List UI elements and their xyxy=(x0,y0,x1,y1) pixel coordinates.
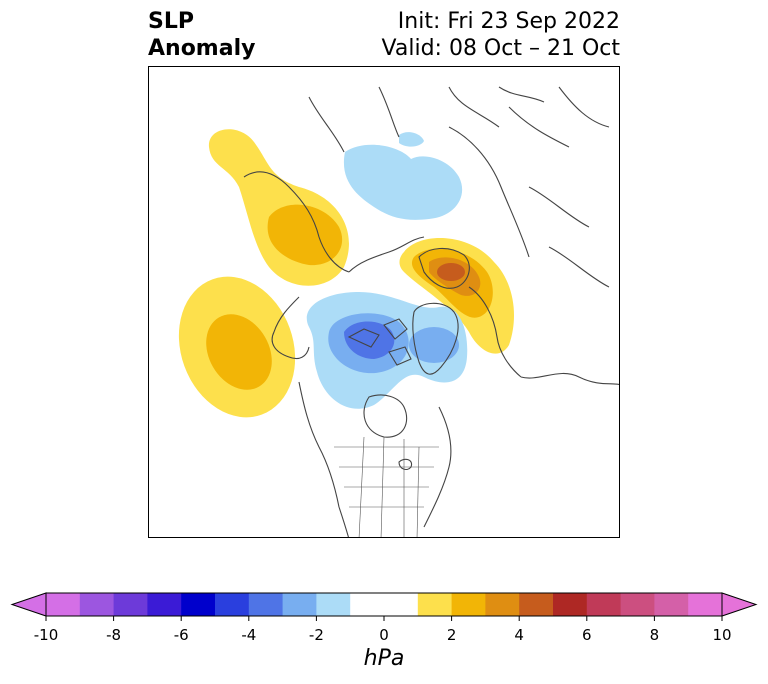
colorbar-bin xyxy=(316,593,351,616)
map-title: SLP Anomaly xyxy=(148,8,255,62)
colorbar-bin xyxy=(688,593,723,616)
colorbar-bin xyxy=(113,593,148,616)
colorbar-tick-label: -6 xyxy=(174,626,189,644)
colorbar-bin xyxy=(485,593,520,616)
colorbar-tick-label: 4 xyxy=(514,626,524,644)
negative-anomaly-central-siberia xyxy=(343,132,463,220)
forecast-dates: Init: Fri 23 Sep 2022 Valid: 08 Oct – 21… xyxy=(382,8,620,62)
colorbar-bin xyxy=(350,593,419,616)
colorbar-tick-label: 10 xyxy=(712,626,731,644)
valid-period: Valid: 08 Oct – 21 Oct xyxy=(381,36,620,61)
colorbar-tick-label: 6 xyxy=(582,626,592,644)
colorbar-bin xyxy=(282,593,317,616)
colorbar-bin xyxy=(215,593,250,616)
title-line-2: Anomaly xyxy=(148,36,256,61)
colorbar-bin xyxy=(147,593,182,616)
positive-anomaly-scandinavia xyxy=(399,238,514,354)
colorbar-bin xyxy=(181,593,216,616)
colorbar-bin xyxy=(654,593,689,616)
coastline-layer xyxy=(243,86,619,537)
map-panel xyxy=(148,66,620,538)
colorbar-bin xyxy=(519,593,554,616)
colorbar-bin xyxy=(553,593,588,616)
colorbar-bin xyxy=(586,593,622,616)
colorbar-bin xyxy=(248,593,284,616)
colorbar-bin xyxy=(451,593,486,616)
colorbar-tick-label: -4 xyxy=(241,626,256,644)
colorbar-extend-low xyxy=(10,592,47,617)
init-date: Init: Fri 23 Sep 2022 xyxy=(397,9,620,34)
colorbar-bins xyxy=(46,593,723,616)
colorbar-tick-label: -10 xyxy=(34,626,59,644)
negative-anomaly-canadian-arctic xyxy=(306,292,468,409)
colorbar-extend-high xyxy=(721,592,758,617)
colorbar-unit-label: hPa xyxy=(363,646,405,671)
positive-anomaly-north-pacific xyxy=(178,276,296,418)
title-line-1: SLP xyxy=(148,9,194,34)
colorbar-bin xyxy=(46,593,81,616)
positive-anomaly-east-siberia xyxy=(208,129,349,286)
negative-anomaly-greenland xyxy=(409,327,459,363)
map-svg xyxy=(178,86,619,537)
colorbar-tick-label: 8 xyxy=(650,626,660,644)
colorbar-tick-label: -2 xyxy=(309,626,324,644)
colorbar-bin xyxy=(620,593,655,616)
colorbar: -10 -8 -6 -4 -2 0 2 4 6 8 10 xyxy=(10,592,758,644)
anomaly-fill-layer xyxy=(178,129,514,418)
colorbar-tick-label: -8 xyxy=(106,626,121,644)
state-borders-layer xyxy=(334,436,439,537)
colorbar-tick-label: 0 xyxy=(379,626,389,644)
colorbar-ticks: -10 -8 -6 -4 -2 0 2 4 6 8 10 xyxy=(34,616,732,644)
colorbar-tick-label: 2 xyxy=(447,626,457,644)
colorbar-bin xyxy=(417,593,453,616)
colorbar-bin xyxy=(79,593,115,616)
